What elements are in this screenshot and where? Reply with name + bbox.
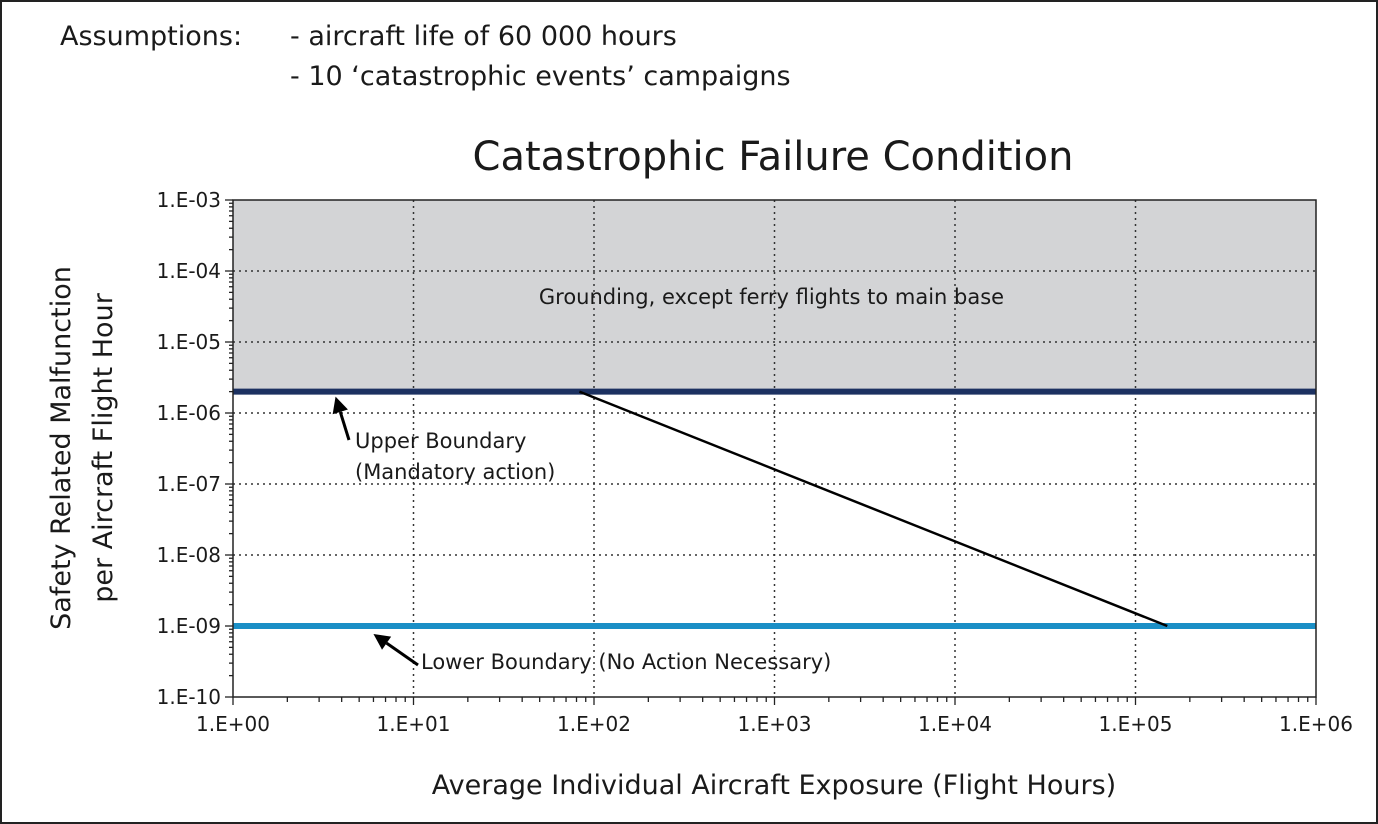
x-tick-label: 1.E+00 — [196, 712, 270, 736]
x-tick-label: 1.E+06 — [1279, 712, 1353, 736]
assumption-item: - aircraft life of 60 000 hours — [290, 21, 677, 52]
y-axis-label-group: Safety Related Malfunction per Aircraft … — [46, 266, 119, 630]
grounding-zone-label: Grounding, except ferry flights to main … — [539, 285, 1004, 309]
chart-title: Catastrophic Failure Condition — [473, 134, 1074, 180]
x-tick-label: 1.E+04 — [918, 712, 992, 736]
y-tick-label: 1.E-03 — [157, 188, 221, 212]
arrow-head — [332, 396, 348, 415]
y-tick-label: 1.E-07 — [157, 472, 221, 496]
lower-boundary-arrow — [373, 634, 419, 667]
x-tick-label: 1.E+03 — [738, 712, 812, 736]
lower-boundary-annotation: Lower Boundary (No Action Necessary) — [421, 650, 831, 674]
arrow-shaft — [338, 411, 351, 441]
y-axis-label-line: Safety Related Malfunction — [46, 266, 77, 630]
y-tick-label: 1.E-09 — [157, 614, 221, 638]
x-tick-label: 1.E+02 — [557, 712, 631, 736]
arrow-shaft — [385, 641, 419, 667]
x-tick-label: 1.E+01 — [377, 712, 451, 736]
y-tick-label: 1.E-05 — [157, 330, 221, 354]
x-axis-label: Average Individual Aircraft Exposure (Fl… — [432, 770, 1116, 801]
assumptions-label: Assumptions: — [60, 21, 243, 52]
exposure-trend-line — [578, 390, 1168, 628]
upper-boundary-annotation: (Mandatory action) — [355, 460, 555, 484]
upper-boundary-annotation: Upper Boundary — [355, 429, 526, 453]
y-tick-label: 1.E-04 — [157, 259, 221, 283]
x-tick-label: 1.E+05 — [1099, 712, 1173, 736]
assumption-item: - 10 ‘catastrophic events’ campaigns — [290, 61, 791, 92]
upper-boundary-arrow — [332, 396, 351, 441]
y-tick-label: 1.E-06 — [157, 401, 221, 425]
y-tick-label: 1.E-08 — [157, 543, 221, 567]
y-tick-label: 1.E-10 — [157, 685, 221, 709]
y-axis-label-line: per Aircraft Flight Hour — [88, 292, 119, 602]
plot-area: Grounding, except ferry flights to main … — [157, 188, 1353, 736]
arrow-head — [373, 634, 392, 650]
